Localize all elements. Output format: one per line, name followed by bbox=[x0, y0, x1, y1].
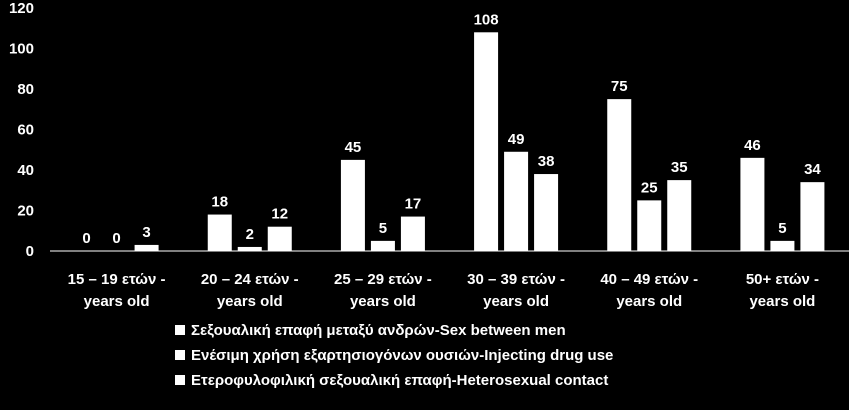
bar-2 bbox=[504, 151, 529, 251]
bar-3 bbox=[400, 216, 425, 251]
bar-2 bbox=[770, 240, 795, 251]
bar-3 bbox=[134, 244, 159, 251]
bar-3 bbox=[667, 180, 692, 251]
legend-swatch bbox=[175, 375, 185, 385]
x-category-label: years old bbox=[483, 293, 549, 310]
y-tick-label: 60 bbox=[17, 122, 34, 139]
y-tick-label: 80 bbox=[17, 81, 34, 98]
data-label: 2 bbox=[246, 226, 254, 243]
data-label: 35 bbox=[671, 159, 688, 176]
x-category-label: 50+ ετών - bbox=[746, 271, 819, 288]
bar-3 bbox=[534, 174, 559, 251]
data-label: 38 bbox=[538, 153, 555, 170]
x-category-label: years old bbox=[749, 293, 815, 310]
x-category-label: years old bbox=[616, 293, 682, 310]
legend-swatch bbox=[175, 350, 185, 360]
y-tick-label: 120 bbox=[9, 0, 34, 17]
data-label: 108 bbox=[474, 11, 499, 28]
x-category-label: years old bbox=[350, 293, 416, 310]
data-label: 12 bbox=[271, 206, 288, 223]
data-label: 25 bbox=[641, 179, 658, 196]
bar-1 bbox=[340, 159, 365, 251]
y-tick-label: 20 bbox=[17, 203, 34, 220]
data-label: 45 bbox=[345, 139, 362, 156]
x-category-label: years old bbox=[84, 293, 150, 310]
bar-3 bbox=[800, 182, 825, 251]
x-category-label: 40 – 49 ετών - bbox=[600, 271, 698, 288]
y-tick-label: 100 bbox=[9, 41, 34, 58]
bar-2 bbox=[637, 200, 662, 251]
x-category-label: years old bbox=[217, 293, 283, 310]
data-label: 75 bbox=[611, 78, 628, 95]
x-category-label: 30 – 39 ετών - bbox=[467, 271, 565, 288]
x-category-label: 25 – 29 ετών - bbox=[334, 271, 432, 288]
legend-label: Ετεροφυλοφιλική σεξουαλική επαφή-Heteros… bbox=[191, 371, 609, 389]
x-category-label: 15 – 19 ετών - bbox=[68, 271, 166, 288]
legend: Σεξουαλική επαφή μεταξύ ανδρών-Sex betwe… bbox=[175, 318, 613, 393]
data-label: 3 bbox=[142, 224, 150, 241]
x-category-label: 20 – 24 ετών - bbox=[201, 271, 299, 288]
legend-item-heterosexual-contact: Ετεροφυλοφιλική σεξουαλική επαφή-Heteros… bbox=[175, 368, 613, 392]
bar-1 bbox=[740, 157, 765, 251]
data-label: 0 bbox=[112, 230, 120, 247]
bar-1 bbox=[207, 214, 232, 251]
bar-1 bbox=[607, 99, 632, 251]
data-label: 5 bbox=[778, 220, 786, 237]
legend-item-sex-between-men: Σεξουαλική επαφή μεταξύ ανδρών-Sex betwe… bbox=[175, 318, 613, 342]
data-label: 17 bbox=[405, 196, 422, 213]
data-label: 5 bbox=[379, 220, 387, 237]
bar-1 bbox=[474, 32, 499, 251]
data-label: 34 bbox=[804, 161, 821, 178]
y-tick-label: 40 bbox=[17, 162, 34, 179]
bar-2 bbox=[370, 240, 395, 251]
bar-3 bbox=[267, 226, 292, 251]
data-label: 46 bbox=[744, 137, 761, 154]
legend-label: Ενέσιμη χρήση εξαρτησιογόνων ουσιών-Inje… bbox=[191, 346, 614, 364]
legend-label: Σεξουαλική επαφή μεταξύ ανδρών-Sex betwe… bbox=[191, 321, 566, 339]
legend-swatch bbox=[175, 325, 185, 335]
y-tick-label: 0 bbox=[26, 243, 34, 260]
data-label: 0 bbox=[82, 230, 90, 247]
data-label: 49 bbox=[508, 131, 525, 148]
data-label: 18 bbox=[211, 194, 228, 211]
legend-item-injecting-drug-use: Ενέσιμη χρήση εξαρτησιογόνων ουσιών-Inje… bbox=[175, 343, 613, 367]
bar-2 bbox=[237, 246, 262, 251]
